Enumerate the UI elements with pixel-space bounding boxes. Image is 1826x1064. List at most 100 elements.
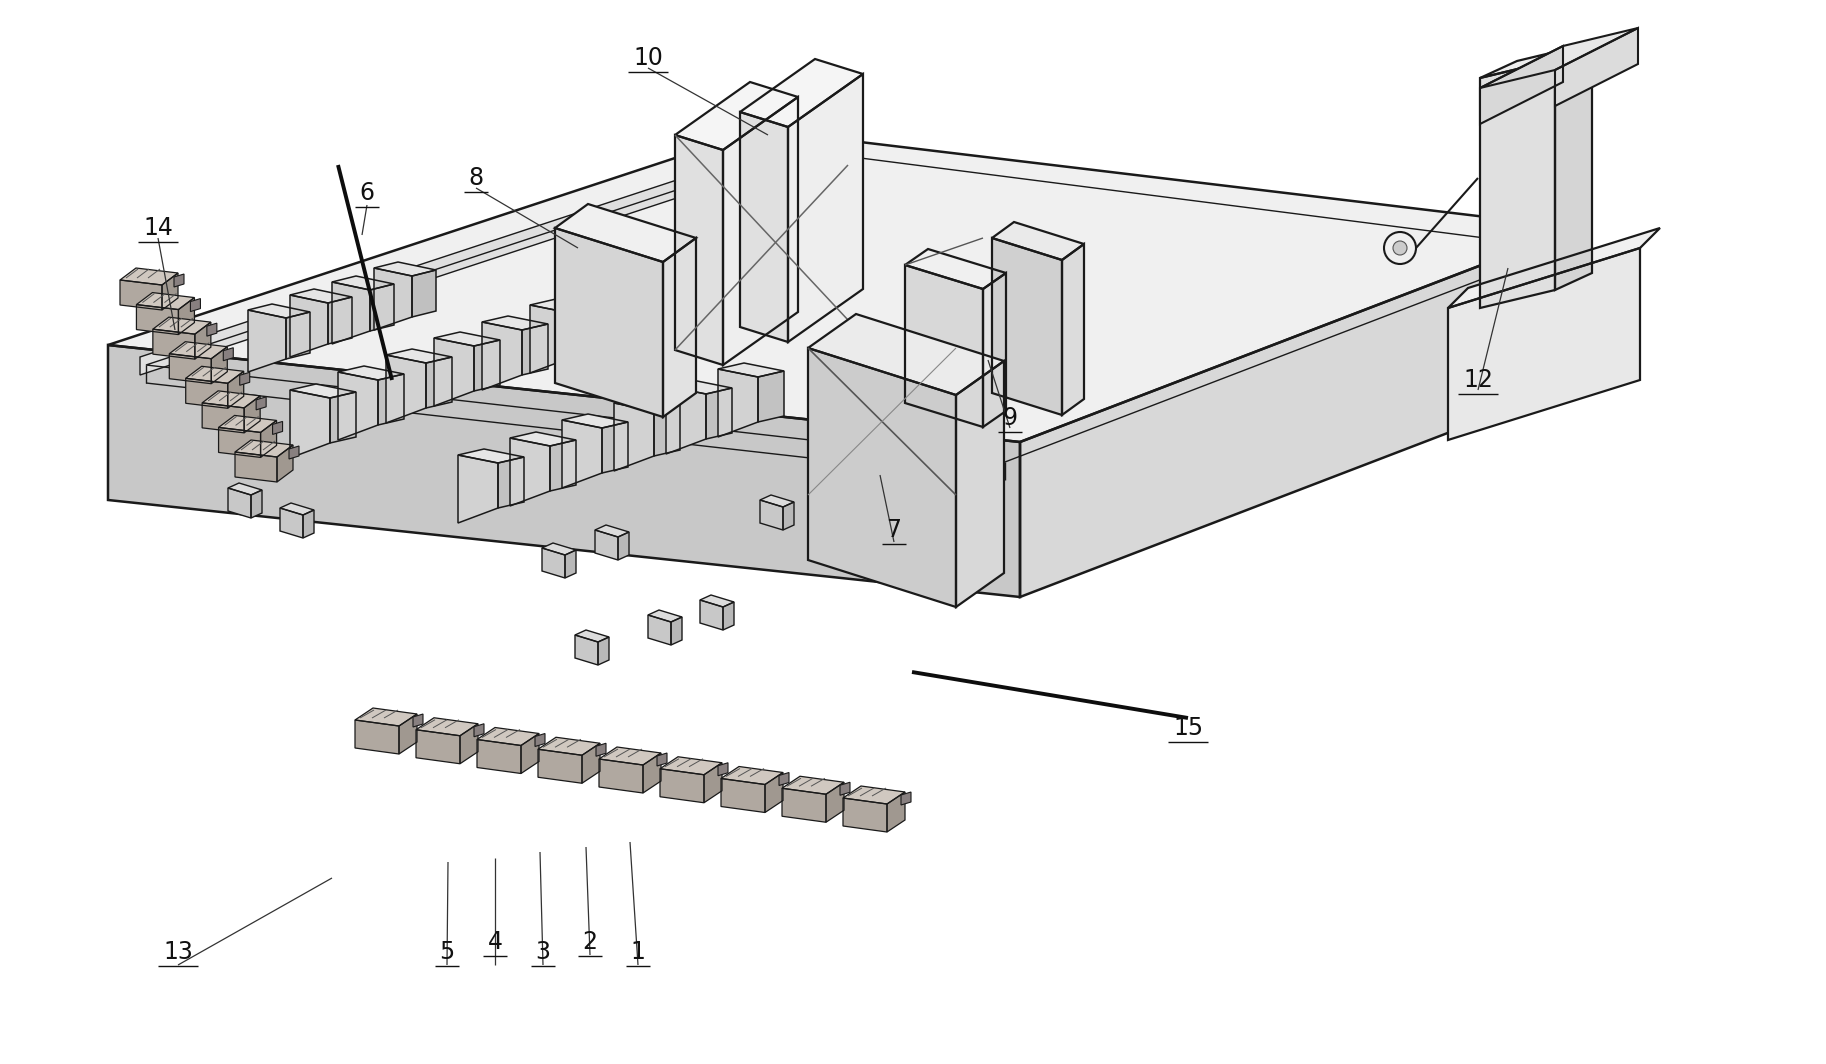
Polygon shape <box>814 483 838 513</box>
Polygon shape <box>570 307 595 358</box>
Polygon shape <box>782 788 825 822</box>
Polygon shape <box>141 142 792 375</box>
Polygon shape <box>435 332 500 346</box>
Polygon shape <box>186 379 228 409</box>
Polygon shape <box>163 273 177 310</box>
Polygon shape <box>186 366 243 383</box>
Polygon shape <box>223 348 234 361</box>
Polygon shape <box>248 304 310 318</box>
Text: 6: 6 <box>360 181 374 205</box>
Polygon shape <box>582 744 601 783</box>
Polygon shape <box>195 322 210 360</box>
Polygon shape <box>121 280 163 310</box>
Polygon shape <box>303 510 314 538</box>
Polygon shape <box>562 420 603 488</box>
Polygon shape <box>272 421 283 434</box>
Polygon shape <box>219 415 276 432</box>
Polygon shape <box>1481 60 1556 307</box>
Polygon shape <box>1448 248 1640 440</box>
Polygon shape <box>250 491 261 518</box>
Polygon shape <box>179 298 194 334</box>
Polygon shape <box>663 238 696 417</box>
Polygon shape <box>670 617 681 645</box>
Text: 12: 12 <box>1463 368 1494 392</box>
Polygon shape <box>906 249 1006 289</box>
Polygon shape <box>425 358 453 408</box>
Polygon shape <box>614 403 654 471</box>
Polygon shape <box>707 388 732 439</box>
Text: 7: 7 <box>886 518 902 542</box>
Polygon shape <box>477 739 520 774</box>
Polygon shape <box>279 503 314 515</box>
Polygon shape <box>153 317 210 334</box>
Polygon shape <box>1481 28 1638 88</box>
Polygon shape <box>108 345 1021 597</box>
Polygon shape <box>509 432 575 446</box>
Polygon shape <box>957 361 1004 606</box>
Polygon shape <box>648 610 681 622</box>
Polygon shape <box>458 449 524 463</box>
Polygon shape <box>982 273 1006 427</box>
Polygon shape <box>718 369 758 437</box>
Text: 5: 5 <box>440 940 455 964</box>
Polygon shape <box>239 372 250 385</box>
Polygon shape <box>290 384 356 398</box>
Polygon shape <box>699 595 734 606</box>
Polygon shape <box>385 349 453 363</box>
Text: 14: 14 <box>142 216 173 240</box>
Polygon shape <box>354 720 400 754</box>
Polygon shape <box>245 396 259 433</box>
Polygon shape <box>279 508 303 538</box>
Polygon shape <box>1448 228 1660 307</box>
Polygon shape <box>137 293 194 310</box>
Polygon shape <box>840 782 849 795</box>
Polygon shape <box>416 730 460 764</box>
Text: 3: 3 <box>535 940 550 964</box>
Polygon shape <box>137 304 179 334</box>
Polygon shape <box>435 338 475 406</box>
Text: 1: 1 <box>630 940 645 964</box>
Polygon shape <box>807 314 1004 395</box>
Polygon shape <box>1481 43 1592 78</box>
Polygon shape <box>721 766 783 784</box>
Polygon shape <box>699 600 723 630</box>
Polygon shape <box>539 749 582 783</box>
Polygon shape <box>1481 46 1563 124</box>
Polygon shape <box>718 763 729 776</box>
Polygon shape <box>780 772 789 785</box>
Polygon shape <box>718 363 783 377</box>
Polygon shape <box>575 630 610 642</box>
Polygon shape <box>509 438 550 506</box>
Polygon shape <box>121 268 177 285</box>
Polygon shape <box>475 340 500 390</box>
Polygon shape <box>338 366 404 380</box>
Polygon shape <box>482 322 522 390</box>
Polygon shape <box>290 295 329 358</box>
Polygon shape <box>758 371 783 422</box>
Polygon shape <box>332 276 394 290</box>
Polygon shape <box>659 769 705 802</box>
Polygon shape <box>1556 28 1638 106</box>
Polygon shape <box>203 390 259 408</box>
Polygon shape <box>838 485 849 513</box>
Text: 8: 8 <box>469 166 484 190</box>
Polygon shape <box>290 390 331 458</box>
Polygon shape <box>676 82 798 150</box>
Polygon shape <box>530 299 595 313</box>
Polygon shape <box>212 347 226 384</box>
Polygon shape <box>740 112 789 342</box>
Polygon shape <box>643 753 661 793</box>
Polygon shape <box>721 779 765 813</box>
Polygon shape <box>760 495 794 508</box>
Polygon shape <box>666 386 707 454</box>
Polygon shape <box>657 753 666 766</box>
Polygon shape <box>203 403 245 433</box>
Polygon shape <box>371 284 394 331</box>
Polygon shape <box>153 329 195 360</box>
Polygon shape <box>992 222 1085 260</box>
Polygon shape <box>477 728 539 746</box>
Polygon shape <box>173 275 184 287</box>
Polygon shape <box>814 478 849 491</box>
Polygon shape <box>782 777 844 794</box>
Polygon shape <box>1021 228 1578 597</box>
